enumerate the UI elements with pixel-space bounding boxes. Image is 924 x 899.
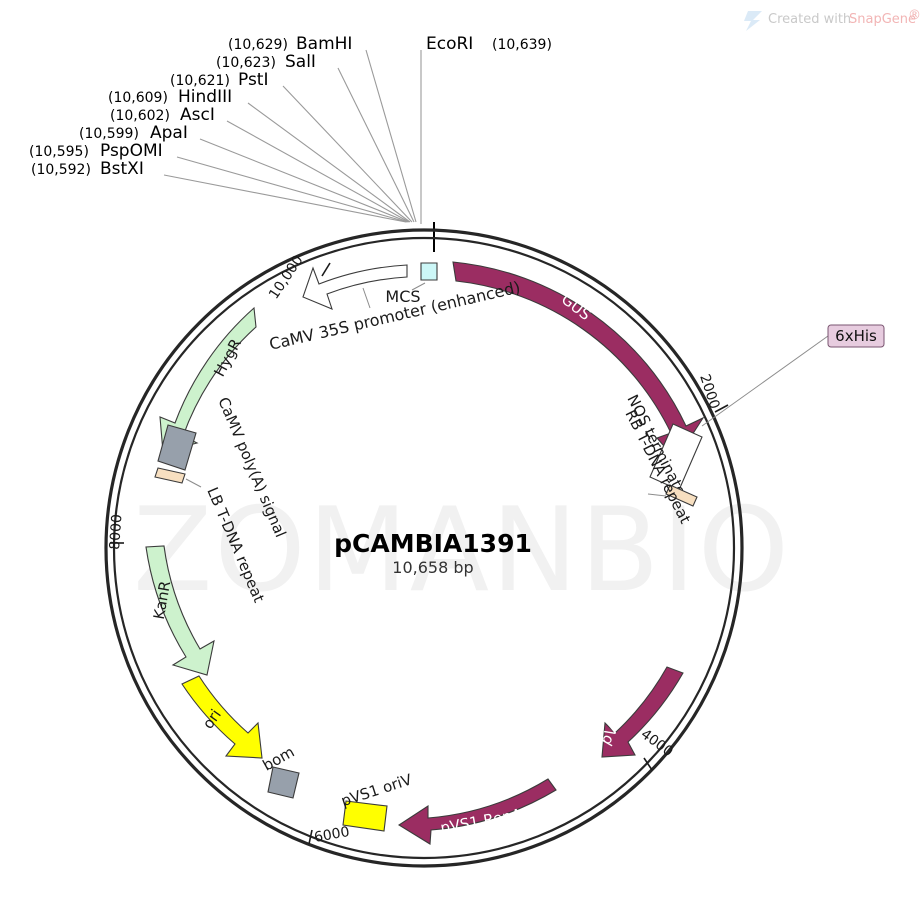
ruler-label-6000: 6000 xyxy=(313,824,351,846)
plasmid-name-title: pCAMBIA1391 xyxy=(334,529,532,558)
enzyme-name-asci[interactable]: AscI xyxy=(180,105,215,125)
enzyme-name-bstxi[interactable]: BstXI xyxy=(100,159,144,179)
snapgene-branding: Created with SnapGene ® xyxy=(744,8,921,31)
backbone-outer-circle xyxy=(104,228,744,868)
snapgene-logo-icon xyxy=(744,11,762,31)
6xhis-badge-box[interactable] xyxy=(827,324,885,348)
ruler-label-4000: 4000 xyxy=(638,726,676,760)
enzyme-name-pspomi[interactable]: PspOMI xyxy=(100,141,163,161)
enzyme-name-sali[interactable]: SalI xyxy=(285,52,316,72)
backbone-inner-circle xyxy=(112,236,736,860)
enzyme-leader-lines xyxy=(163,49,422,224)
enzyme-position-bstxi: (10,592) xyxy=(31,162,91,178)
feature-mcs[interactable]: MCS xyxy=(385,262,438,306)
enzyme-position-hindiii: (10,609) xyxy=(108,90,168,106)
created-with-label: Created with xyxy=(768,12,851,27)
enzyme-position-bamhi: (10,629) xyxy=(228,37,288,53)
enzyme-position-apai: (10,599) xyxy=(79,126,139,142)
enzyme-name-ecori[interactable]: EcoRI xyxy=(426,34,473,54)
feature-ori[interactable]: ori xyxy=(181,675,263,759)
enzyme-position-asci: (10,602) xyxy=(110,108,170,124)
enzyme-position-pspomi: (10,595) xyxy=(29,144,89,160)
registered-mark: ® xyxy=(908,8,921,23)
feature-pvs1-repa[interactable]: pVS1 RepA xyxy=(397,778,557,845)
snapgene-brand-label: SnapGene xyxy=(849,12,916,27)
ruler-label-8000: 8000 xyxy=(107,514,125,551)
watermark-zomanbio: ZOMANBIO xyxy=(133,483,791,618)
enzyme-position-sali: (10,623) xyxy=(216,55,276,71)
enzyme-name-hindiii[interactable]: HindIII xyxy=(178,87,232,107)
plasmid-size-label: 10,658 bp xyxy=(392,558,473,577)
enzyme-label-group: (10,629) BamHI (10,623) SalI (10,621) Ps… xyxy=(29,34,552,179)
feature-label-mcs: MCS xyxy=(385,287,420,306)
enzyme-name-psti[interactable]: PstI xyxy=(238,70,269,90)
feature-bom[interactable]: bom xyxy=(260,743,300,799)
enzyme-name-apai[interactable]: ApaI xyxy=(150,123,188,143)
enzyme-name-bamhi[interactable]: BamHI xyxy=(296,34,352,54)
enzyme-position-ecori: (10,639) xyxy=(492,37,552,53)
callout-6xhis[interactable]: 6xHis xyxy=(701,324,885,427)
6xhis-label: 6xHis xyxy=(835,327,877,345)
enzyme-position-psti: (10,621) xyxy=(170,73,230,89)
feature-label-pvs1-oriv: pVS1 oriV xyxy=(339,770,415,810)
